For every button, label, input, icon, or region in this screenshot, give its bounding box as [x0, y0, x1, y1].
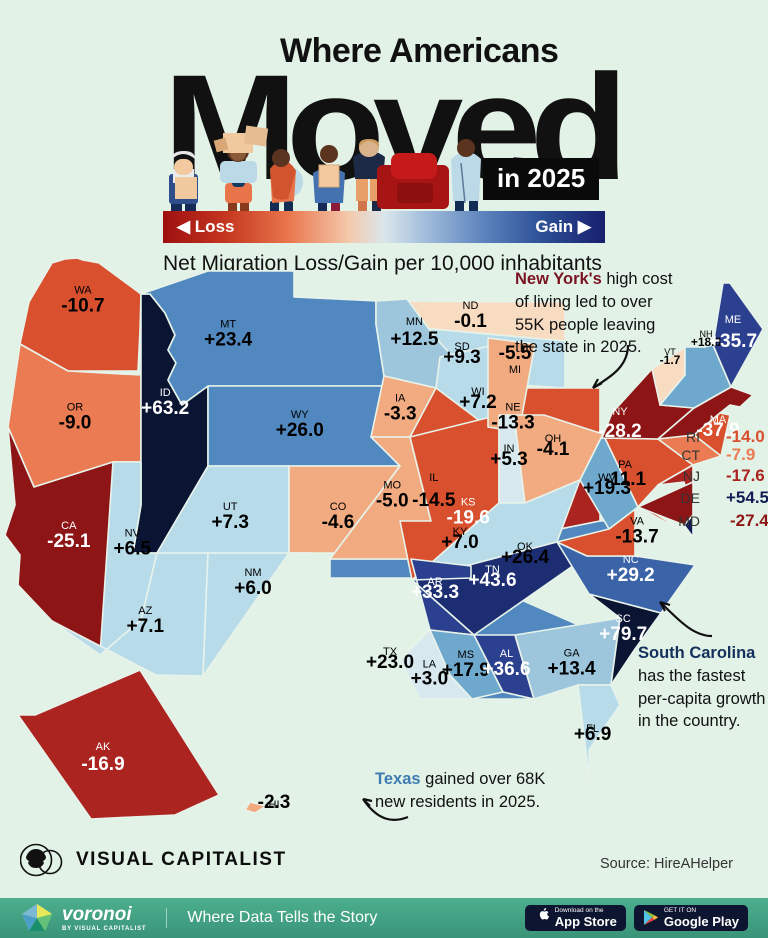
svg-text:-14.0: -14.0	[726, 427, 765, 446]
svg-text:+54.5: +54.5	[726, 488, 768, 507]
svg-text:TX: TX	[383, 646, 398, 658]
svg-text:HI: HI	[269, 799, 280, 811]
svg-text:-2.3: -2.3	[258, 792, 291, 813]
svg-text:-7.9: -7.9	[726, 445, 755, 464]
svg-text:-27.4: -27.4	[730, 511, 768, 530]
svg-text:-17.6: -17.6	[726, 466, 765, 485]
